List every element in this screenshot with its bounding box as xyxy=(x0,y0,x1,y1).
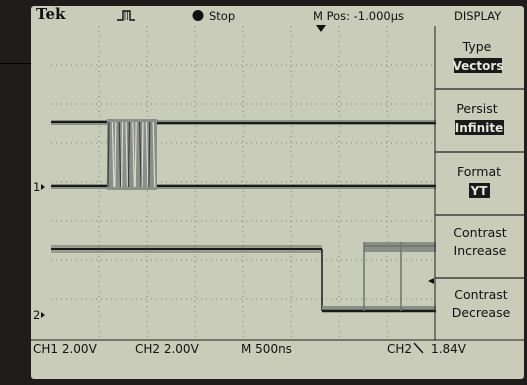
side-menu: Type Vectors Persist Infinite Format YT xyxy=(434,26,524,340)
ch1-burst-edge xyxy=(121,121,124,188)
trigger-position-marker xyxy=(316,25,326,32)
menu-item-persist-label: Persist xyxy=(456,101,497,116)
ch1-transition-burst xyxy=(107,119,157,190)
menu-item-persist[interactable]: Persist Infinite xyxy=(455,101,504,135)
menu-item-persist-value: Infinite xyxy=(455,121,503,135)
menu-item-contrast-increase[interactable]: Contrast Increase xyxy=(453,225,507,258)
oscilloscope-screen: Tek Stop M Pos: -1.000µs DISPLAY xyxy=(31,6,524,379)
pulse-trigger-icon xyxy=(117,10,135,21)
timebase-readout: M 500ns xyxy=(241,342,292,356)
menu-item-type[interactable]: Type Vectors xyxy=(453,39,504,73)
waveform-traces xyxy=(51,119,436,313)
ch1-burst-edge xyxy=(132,121,135,188)
ch1-burst-edge xyxy=(148,121,151,188)
ch1-burst-edge xyxy=(125,121,129,188)
ch1-scale-readout: CH1 2.00V xyxy=(33,342,98,356)
probe-lead xyxy=(0,63,38,64)
run-state: Stop xyxy=(209,9,235,23)
position-readout: M Pos: -1.000µs xyxy=(313,9,404,23)
ch2-ground-arrow-icon xyxy=(41,312,45,318)
ch2-marker: 2 xyxy=(33,308,40,322)
menu-item-format-value: YT xyxy=(470,184,489,198)
ch1-high-trace xyxy=(51,121,436,124)
menu-item-format[interactable]: Format YT xyxy=(457,164,501,198)
ch2-scale-readout: CH2 2.00V xyxy=(135,342,200,356)
ch1-burst-edge xyxy=(118,121,122,188)
brand-logo: Tek xyxy=(36,6,66,23)
ch2-high-noise xyxy=(51,245,322,253)
ch2-pulse-edges xyxy=(363,242,436,311)
ch2-pulse-persist xyxy=(364,242,436,252)
menu-item-contrast-decrease-label: Contrast xyxy=(454,287,508,302)
ch1-burst-edge xyxy=(134,121,137,188)
ch1-burst-edge xyxy=(127,121,130,188)
ch1-burst-edge xyxy=(141,121,144,188)
ch1-burst-edge xyxy=(114,121,117,188)
scope-display: Tek Stop M Pos: -1.000µs DISPLAY xyxy=(31,6,524,356)
falling-edge-icon xyxy=(413,342,424,354)
trigger-source-readout: CH2 xyxy=(387,342,412,356)
menu-item-type-label: Type xyxy=(462,39,492,54)
ch1-burst-edge xyxy=(107,121,110,188)
menu-item-type-value: Vectors xyxy=(453,59,504,73)
menu-item-contrast-increase-label: Contrast xyxy=(453,225,507,240)
ch1-marker: 1 xyxy=(33,180,40,194)
graticule xyxy=(51,26,435,340)
trigger-level-readout: 1.84V xyxy=(431,342,467,356)
stop-icon xyxy=(192,10,204,21)
menu-item-contrast-increase-value: Increase xyxy=(454,243,507,258)
menu-item-format-label: Format xyxy=(457,164,501,179)
ch1-burst-edge xyxy=(111,121,115,188)
trigger-level-marker xyxy=(428,278,434,284)
menu-item-contrast-decrease[interactable]: Contrast Decrease xyxy=(452,287,511,320)
ch1-burst-edge xyxy=(139,121,142,188)
ch1-burst-edge xyxy=(152,121,156,188)
ch1-burst-edge xyxy=(145,121,149,188)
ch2-low-persist xyxy=(322,306,436,311)
ch1-ground-arrow-icon xyxy=(41,184,45,190)
menu-item-contrast-decrease-value: Decrease xyxy=(452,305,511,320)
menu-title: DISPLAY xyxy=(454,9,502,23)
